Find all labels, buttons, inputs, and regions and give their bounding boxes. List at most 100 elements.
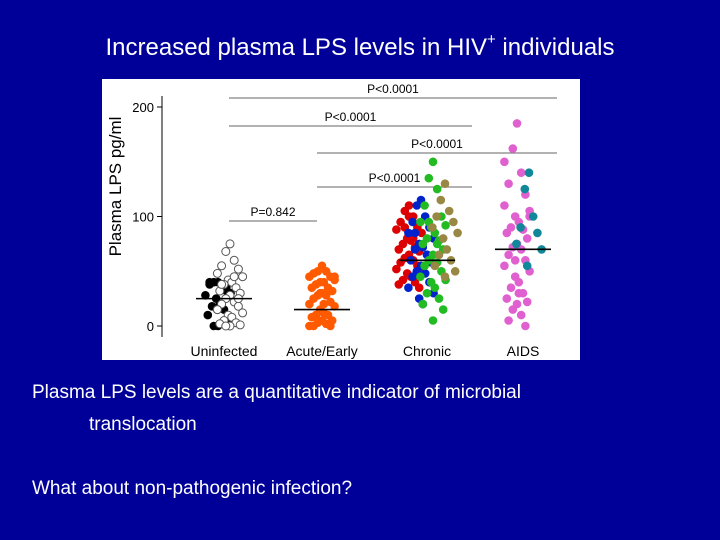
data-point: [504, 316, 513, 325]
x-tick-label: Uninfected: [191, 343, 258, 359]
data-point: [450, 267, 460, 276]
data-point: [225, 239, 235, 249]
data-point: [212, 305, 222, 315]
bullet-1-continuation: translocation: [89, 414, 197, 435]
data-point: [432, 212, 441, 221]
p-value-label: P<0.0001: [369, 171, 421, 185]
data-point: [510, 256, 520, 265]
x-tick-label: Chronic: [403, 343, 451, 359]
data-point: [412, 201, 422, 210]
data-point: [410, 245, 420, 254]
data-point: [326, 321, 335, 331]
data-point: [229, 272, 239, 282]
data-point: [221, 321, 231, 331]
data-point: [444, 206, 454, 216]
data-point: [514, 277, 524, 287]
data-point: [512, 239, 521, 249]
data-point: [422, 288, 432, 298]
y-axis-label: Plasma LPS pg/ml: [106, 117, 125, 257]
data-point: [305, 272, 314, 281]
data-point: [238, 308, 248, 318]
data-point: [514, 288, 524, 298]
data-point: [516, 223, 525, 232]
data-point: [229, 255, 239, 265]
data-point: [428, 157, 438, 167]
data-point: [430, 283, 440, 292]
data-point: [524, 168, 534, 177]
data-point: [500, 157, 509, 167]
data-point: [502, 294, 512, 303]
title-end: individuals: [495, 34, 615, 61]
data-point: [428, 223, 437, 232]
data-point: [394, 280, 404, 289]
data-point: [428, 316, 438, 325]
p-value-label: P<0.0001: [325, 110, 377, 124]
data-point: [394, 245, 404, 254]
data-point: [432, 239, 442, 249]
data-point: [203, 310, 213, 320]
data-point: [438, 305, 448, 314]
data-point: [449, 217, 458, 227]
data-point: [512, 119, 522, 128]
data-point: [212, 268, 222, 278]
title-main: Increased plasma LPS levels in HIV: [105, 34, 487, 61]
data-point: [508, 305, 518, 314]
data-point: [416, 217, 425, 227]
data-point: [500, 201, 509, 210]
x-tick-label: Acute/Early: [286, 343, 358, 359]
data-point: [221, 247, 231, 256]
data-point: [408, 272, 417, 281]
data-point: [217, 261, 227, 271]
data-point: [440, 179, 450, 188]
bullet-1: Plasma LPS levels are a quantitative ind…: [32, 382, 521, 403]
chart-panel: 0 100 200 Plasma LPS pg/ml Uninfected Acute/E…: [102, 79, 580, 360]
data-point: [205, 277, 214, 287]
data-point: [508, 144, 518, 153]
data-point: [506, 283, 516, 292]
bullet-2: What about non-pathogenic infection?: [32, 478, 353, 499]
data-point: [438, 234, 448, 243]
lps-scatter-chart: 0 100 200 Plasma LPS pg/ml Uninfected Acute/E…: [106, 82, 557, 359]
data-point: [418, 299, 428, 309]
data-point: [420, 261, 429, 271]
data-point: [392, 264, 401, 274]
data-point: [434, 250, 444, 260]
data-point: [311, 310, 321, 320]
data-point: [418, 239, 428, 249]
data-point: [440, 272, 450, 281]
data-point: [238, 272, 248, 282]
data-point: [327, 286, 337, 296]
data-point: [305, 299, 314, 309]
data-point: [516, 310, 526, 320]
p-value-label: P<0.0001: [411, 137, 463, 151]
data-point: [235, 320, 245, 330]
p-value-label: P=0.842: [250, 205, 295, 219]
data-point: [319, 299, 329, 309]
data-point: [414, 283, 424, 292]
y-tick-label: 100: [132, 210, 154, 225]
data-point: [441, 221, 450, 230]
slide-title: Increased plasma LPS levels in HIV+ indi…: [0, 31, 720, 62]
data-point: [432, 184, 442, 194]
data-point: [522, 234, 532, 243]
data-point: [315, 288, 325, 298]
data-point: [410, 228, 420, 238]
data-point: [500, 261, 509, 271]
data-point: [307, 283, 317, 292]
data-point: [305, 321, 314, 331]
data-point: [528, 212, 538, 221]
data-point: [217, 279, 227, 289]
data-point: [330, 272, 339, 281]
title-superscript: +: [487, 31, 496, 48]
data-point: [502, 228, 512, 238]
data-point: [436, 195, 446, 205]
data-point: [521, 321, 530, 331]
y-tick-label: 0: [147, 319, 154, 334]
data-point: [404, 283, 413, 292]
data-point: [522, 261, 532, 271]
data-point: [453, 228, 462, 238]
data-point: [504, 179, 513, 188]
data-point: [434, 294, 444, 303]
p-value-label: P<0.0001: [367, 82, 419, 96]
